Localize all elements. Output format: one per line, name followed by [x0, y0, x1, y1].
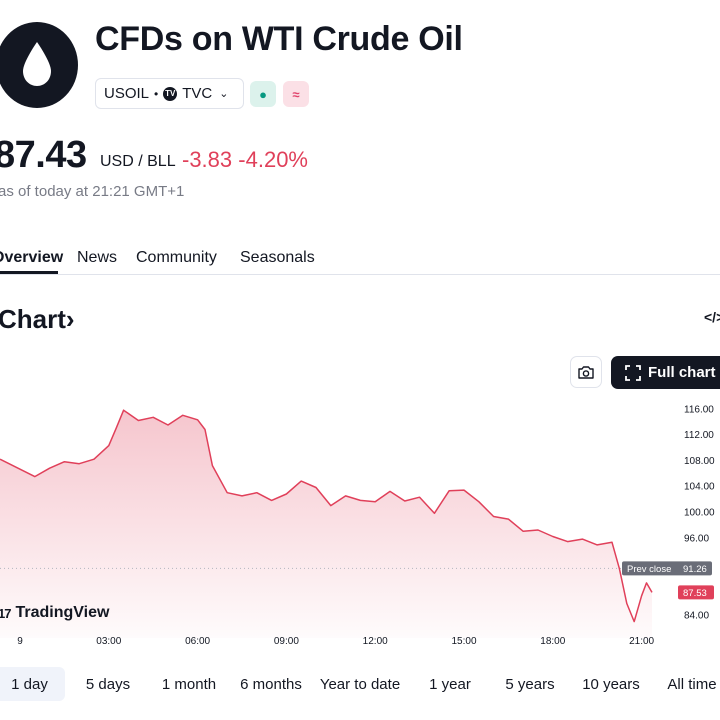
price-chart[interactable]: 116.00 112.00 108.00 104.00 100.00 96.00 84.00…	[0, 392, 720, 652]
prev-close-label: Prev close	[627, 564, 671, 575]
tradingview-logo-icon: 17	[0, 605, 12, 621]
chevron-down-icon: ⌄	[219, 88, 229, 100]
camera-icon	[578, 365, 594, 379]
tradingview-watermark: 17 TradingView	[0, 604, 109, 622]
y-axis-tick-label: 100.00	[684, 508, 715, 519]
exchange-label: TVC	[182, 85, 213, 102]
price-currency: USD / BLL	[100, 153, 176, 170]
range-1-day[interactable]: 1 day	[0, 667, 65, 701]
range-5-years[interactable]: 5 years	[505, 675, 555, 693]
last-price: 87.43	[0, 134, 87, 176]
range-10-years[interactable]: 10 years	[582, 675, 640, 693]
price-line	[0, 409, 653, 623]
tradingview-badge-icon: TV	[163, 86, 178, 101]
x-axis-tick-label: 06:00	[185, 636, 210, 647]
y-axis-tick-label: 96.00	[684, 533, 709, 544]
separator-dot: •	[154, 86, 159, 101]
price-change: -3.83 -4.20%	[182, 147, 308, 173]
full-chart-label: Full chart	[648, 364, 716, 381]
change-percent: -4.20%	[238, 147, 308, 172]
prev-close-value: 91.26	[683, 564, 707, 575]
x-axis-tick-label: 15:00	[451, 636, 476, 647]
x-axis-tick-label: 03:00	[96, 636, 121, 647]
time-range-selector: 1 day 5 days 1 month 6 months Year to da…	[0, 667, 720, 701]
chart-heading-label: Chart	[0, 304, 66, 334]
price-area-fill	[0, 410, 652, 638]
range-1-month[interactable]: 1 month	[161, 675, 217, 693]
y-axis-tick-label: 116.00	[684, 404, 714, 415]
range-1-year[interactable]: 1 year	[429, 675, 471, 693]
market-status-button[interactable]: ●	[250, 81, 276, 107]
change-value: -3.83	[182, 147, 233, 172]
tabs-divider	[0, 274, 720, 275]
embed-code-icon[interactable]: </>	[704, 309, 720, 325]
range-6-months[interactable]: 6 months	[240, 675, 302, 693]
x-axis-tick-label: 9	[17, 636, 23, 647]
fullscreen-icon	[625, 364, 641, 381]
y-axis-tick-label: 108.00	[684, 456, 715, 467]
x-axis-tick-label: 09:00	[274, 636, 299, 647]
tab-seasonals[interactable]: Seasonals	[240, 249, 315, 266]
page-title: CFDs on WTI Crude Oil	[95, 20, 463, 58]
oil-drop-icon	[23, 42, 51, 86]
y-axis-tick-label: 112.00	[684, 430, 714, 441]
last-price-label: 87.53	[683, 588, 707, 599]
section-tabs: Overview News Community Seasonals	[0, 246, 720, 276]
last-price-badge	[678, 585, 714, 600]
symbol-exchange-selector[interactable]: USOIL • TV TVC ⌄	[95, 78, 244, 109]
chevron-right-icon: ›	[65, 304, 75, 334]
watermark-label: TradingView	[15, 604, 110, 621]
symbol-label: USOIL	[104, 85, 150, 102]
tab-community[interactable]: Community	[136, 249, 217, 266]
range-all-time[interactable]: All time	[667, 675, 717, 693]
range-5-days[interactable]: 5 days	[85, 675, 131, 693]
tab-news[interactable]: News	[77, 249, 118, 266]
tab-overview[interactable]: Overview	[0, 249, 64, 266]
y-axis-tick-label: 84.00	[684, 611, 709, 622]
prev-close-badge	[622, 561, 712, 576]
cfd-info-button[interactable]: ≈	[283, 81, 309, 107]
x-axis-tick-label: 18:00	[540, 636, 565, 647]
symbol-logo	[0, 22, 78, 108]
x-axis-tick-label: 12:00	[363, 636, 388, 647]
active-tab-indicator	[0, 271, 58, 274]
range-year-to-date[interactable]: Year to date	[319, 675, 401, 693]
snapshot-button[interactable]	[570, 356, 602, 388]
quote-timestamp: as of today at 21:21 GMT+1	[0, 183, 185, 200]
full-chart-button[interactable]: Full chart	[611, 356, 720, 389]
x-axis-tick-label: 21:00	[629, 636, 654, 647]
y-axis-tick-label: 104.00	[684, 482, 715, 493]
chart-section-link[interactable]: Chart›	[0, 304, 75, 335]
